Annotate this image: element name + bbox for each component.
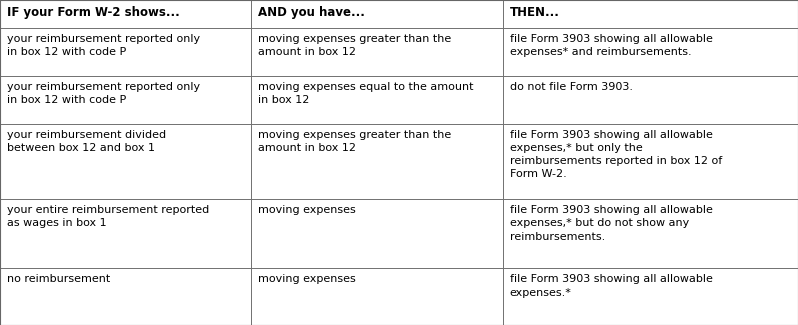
Bar xyxy=(0,28,251,76)
Text: your entire reimbursement reported
as wages in box 1: your entire reimbursement reported as wa… xyxy=(7,205,209,228)
Bar xyxy=(251,76,503,124)
Text: your reimbursement divided
between box 12 and box 1: your reimbursement divided between box 1… xyxy=(7,130,166,153)
Text: do not file Form 3903.: do not file Form 3903. xyxy=(510,82,633,92)
Bar xyxy=(0,76,251,124)
Bar xyxy=(503,28,798,76)
Bar xyxy=(503,76,798,124)
Text: file Form 3903 showing all allowable
expenses,* but do not show any
reimbursemen: file Form 3903 showing all allowable exp… xyxy=(510,205,713,241)
Bar xyxy=(251,124,503,199)
Text: THEN...: THEN... xyxy=(510,6,559,19)
Bar xyxy=(0,268,251,325)
Bar xyxy=(251,28,503,76)
Text: moving expenses greater than the
amount in box 12: moving expenses greater than the amount … xyxy=(259,130,452,153)
Text: file Form 3903 showing all allowable
expenses* and reimbursements.: file Form 3903 showing all allowable exp… xyxy=(510,34,713,57)
Text: no reimbursement: no reimbursement xyxy=(7,274,110,284)
Bar xyxy=(503,268,798,325)
Text: file Form 3903 showing all allowable
expenses.*: file Form 3903 showing all allowable exp… xyxy=(510,274,713,298)
Bar xyxy=(251,199,503,268)
Bar xyxy=(0,0,251,28)
Bar xyxy=(503,0,798,28)
Bar xyxy=(0,199,251,268)
Bar xyxy=(503,124,798,199)
Bar xyxy=(0,124,251,199)
Text: your reimbursement reported only
in box 12 with code P: your reimbursement reported only in box … xyxy=(7,34,200,57)
Text: moving expenses equal to the amount
in box 12: moving expenses equal to the amount in b… xyxy=(259,82,474,105)
Bar xyxy=(251,0,503,28)
Text: moving expenses greater than the
amount in box 12: moving expenses greater than the amount … xyxy=(259,34,452,57)
Text: moving expenses: moving expenses xyxy=(259,205,356,215)
Text: file Form 3903 showing all allowable
expenses,* but only the
reimbursements repo: file Form 3903 showing all allowable exp… xyxy=(510,130,722,179)
Bar xyxy=(503,199,798,268)
Bar xyxy=(251,268,503,325)
Text: IF your Form W-2 shows...: IF your Form W-2 shows... xyxy=(7,6,180,19)
Text: AND you have...: AND you have... xyxy=(259,6,365,19)
Text: your reimbursement reported only
in box 12 with code P: your reimbursement reported only in box … xyxy=(7,82,200,105)
Text: moving expenses: moving expenses xyxy=(259,274,356,284)
